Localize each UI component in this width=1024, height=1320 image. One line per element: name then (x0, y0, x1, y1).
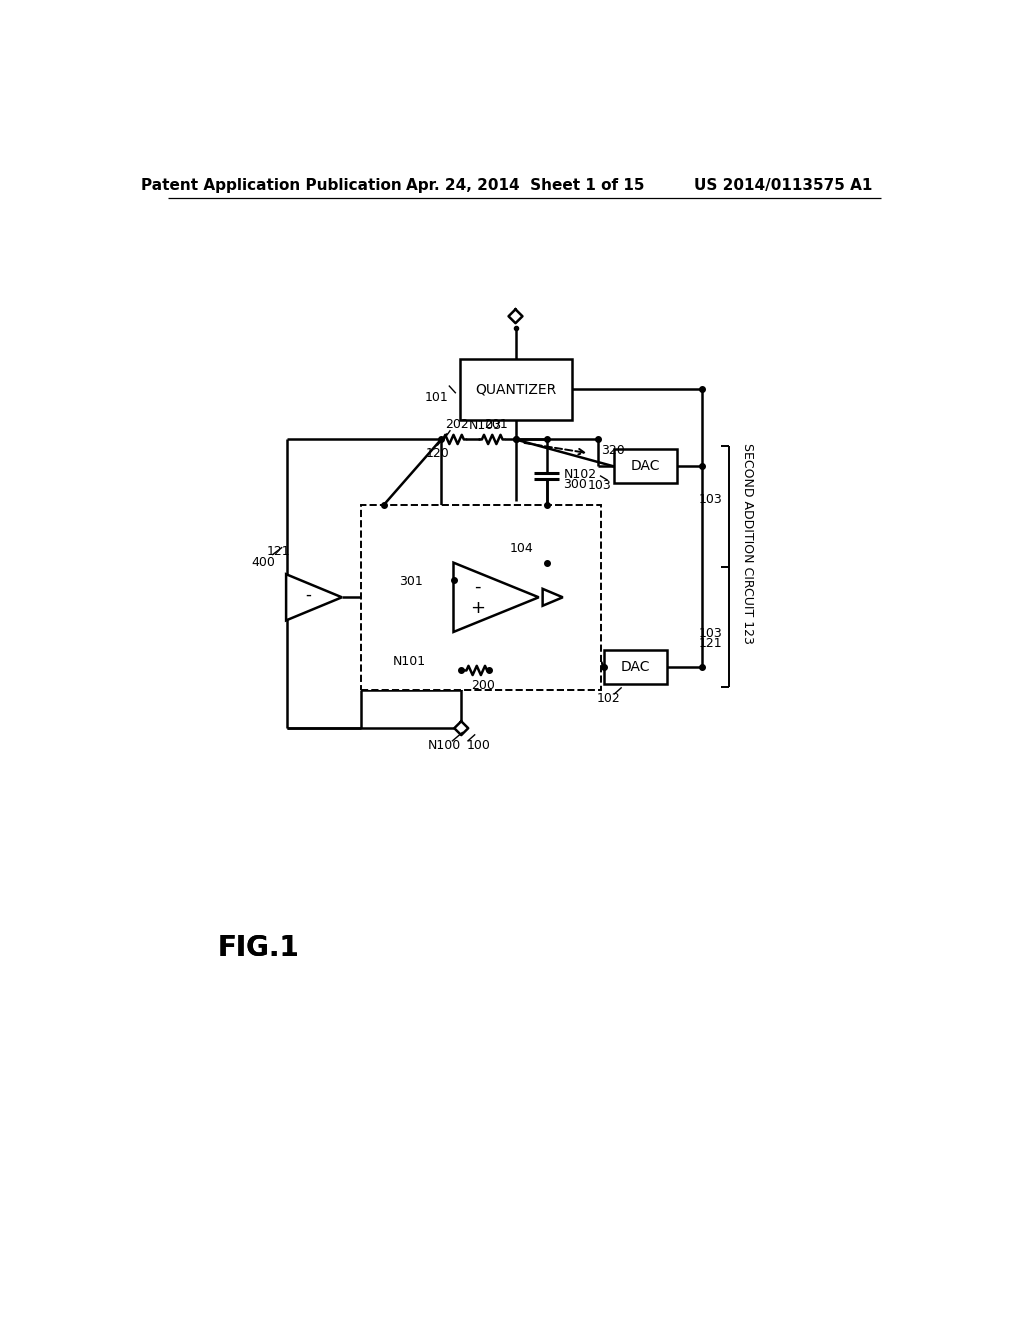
Text: 104: 104 (510, 543, 534, 556)
Text: 103: 103 (588, 479, 612, 492)
Bar (614, 450, 678, 483)
Text: 301: 301 (399, 576, 423, 589)
Text: 202: 202 (445, 417, 469, 430)
Text: -: - (305, 586, 311, 605)
Text: 400: 400 (251, 556, 274, 569)
Text: -: - (474, 578, 480, 595)
Text: QUANTIZER: QUANTIZER (475, 383, 556, 396)
Text: SECOND ADDITION CIRCUIT 123: SECOND ADDITION CIRCUIT 123 (741, 444, 755, 644)
Text: +: + (470, 599, 485, 616)
Text: 201: 201 (484, 417, 508, 430)
Text: Patent Application Publication: Patent Application Publication (141, 178, 401, 193)
Polygon shape (286, 574, 342, 620)
Polygon shape (454, 562, 539, 632)
Bar (604, 649, 668, 684)
Text: 102: 102 (597, 693, 621, 705)
Text: 320: 320 (601, 444, 625, 457)
Text: 200: 200 (471, 680, 495, 693)
Text: 101: 101 (424, 391, 449, 404)
Text: FIG.1: FIG.1 (217, 933, 299, 962)
Text: 103: 103 (699, 494, 723, 507)
Text: DAC: DAC (631, 459, 660, 474)
Text: 100: 100 (466, 739, 490, 751)
Text: 120: 120 (425, 446, 450, 459)
Text: N101: N101 (393, 655, 426, 668)
Text: N102: N102 (563, 467, 597, 480)
Text: N103: N103 (468, 418, 502, 432)
Text: Apr. 24, 2014  Sheet 1 of 15: Apr. 24, 2014 Sheet 1 of 15 (406, 178, 644, 193)
Text: DAC: DAC (621, 660, 650, 673)
Text: 121: 121 (699, 638, 723, 651)
Bar (460, 359, 572, 420)
Bar (360, 506, 601, 689)
Text: 121: 121 (266, 545, 290, 557)
Polygon shape (543, 589, 563, 606)
Text: FIG.1: FIG.1 (217, 933, 299, 962)
Text: 103: 103 (699, 627, 723, 640)
Text: US 2014/0113575 A1: US 2014/0113575 A1 (693, 178, 872, 193)
Text: 300: 300 (563, 478, 588, 491)
Text: N100: N100 (428, 739, 461, 751)
